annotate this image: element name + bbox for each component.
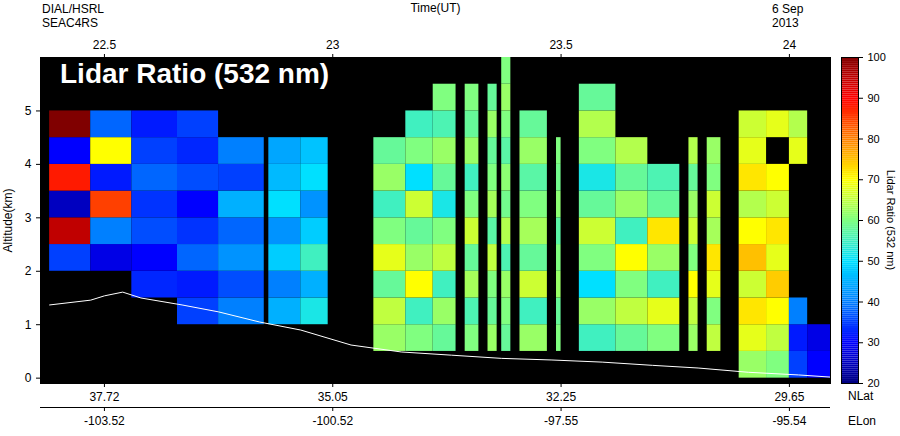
html-text:NLat: NLat xyxy=(848,389,874,403)
svg-text:35.05: 35.05 xyxy=(318,390,348,404)
html-text:ELon: ELon xyxy=(848,414,876,428)
svg-text:50: 50 xyxy=(868,255,880,267)
svg-text:4: 4 xyxy=(25,157,32,171)
svg-text:70: 70 xyxy=(868,173,880,185)
svg-text:0: 0 xyxy=(25,371,32,385)
svg-text:3: 3 xyxy=(25,211,32,225)
svg-text:Lidar Ratio (532 nm): Lidar Ratio (532 nm) xyxy=(885,170,897,270)
svg-text:37.72: 37.72 xyxy=(89,390,119,404)
svg-text:20: 20 xyxy=(868,377,880,389)
svg-text:90: 90 xyxy=(868,92,880,104)
svg-text:100: 100 xyxy=(868,51,886,63)
svg-text:Time(UT): Time(UT) xyxy=(410,1,460,15)
svg-text:1: 1 xyxy=(25,318,32,332)
svg-text:23.5: 23.5 xyxy=(549,38,573,52)
svg-text:24: 24 xyxy=(783,38,797,52)
svg-text:23: 23 xyxy=(326,38,340,52)
svg-text:-103.52: -103.52 xyxy=(84,414,125,428)
html-text:Lidar Ratio (532 nm): Lidar Ratio (532 nm) xyxy=(60,58,330,89)
svg-text:-100.52: -100.52 xyxy=(312,414,353,428)
html-text:2013: 2013 xyxy=(772,16,799,30)
html-text:6 Sep: 6 Sep xyxy=(772,2,804,16)
svg-text:Altitude(km): Altitude(km) xyxy=(1,188,15,252)
svg-text:5: 5 xyxy=(25,104,32,118)
svg-text:80: 80 xyxy=(868,133,880,145)
svg-text:40: 40 xyxy=(868,296,880,308)
svg-text:30: 30 xyxy=(868,336,880,348)
svg-text:-95.54: -95.54 xyxy=(772,414,806,428)
svg-text:32.25: 32.25 xyxy=(546,390,576,404)
svg-text:22.5: 22.5 xyxy=(93,38,117,52)
svg-text:-97.55: -97.55 xyxy=(544,414,578,428)
html-text:SEAC4RS: SEAC4RS xyxy=(42,16,98,30)
svg-text:60: 60 xyxy=(868,214,880,226)
svg-text:2: 2 xyxy=(25,264,32,278)
html-text:DIAL/HSRL: DIAL/HSRL xyxy=(42,2,104,16)
svg-text:29.65: 29.65 xyxy=(774,390,804,404)
